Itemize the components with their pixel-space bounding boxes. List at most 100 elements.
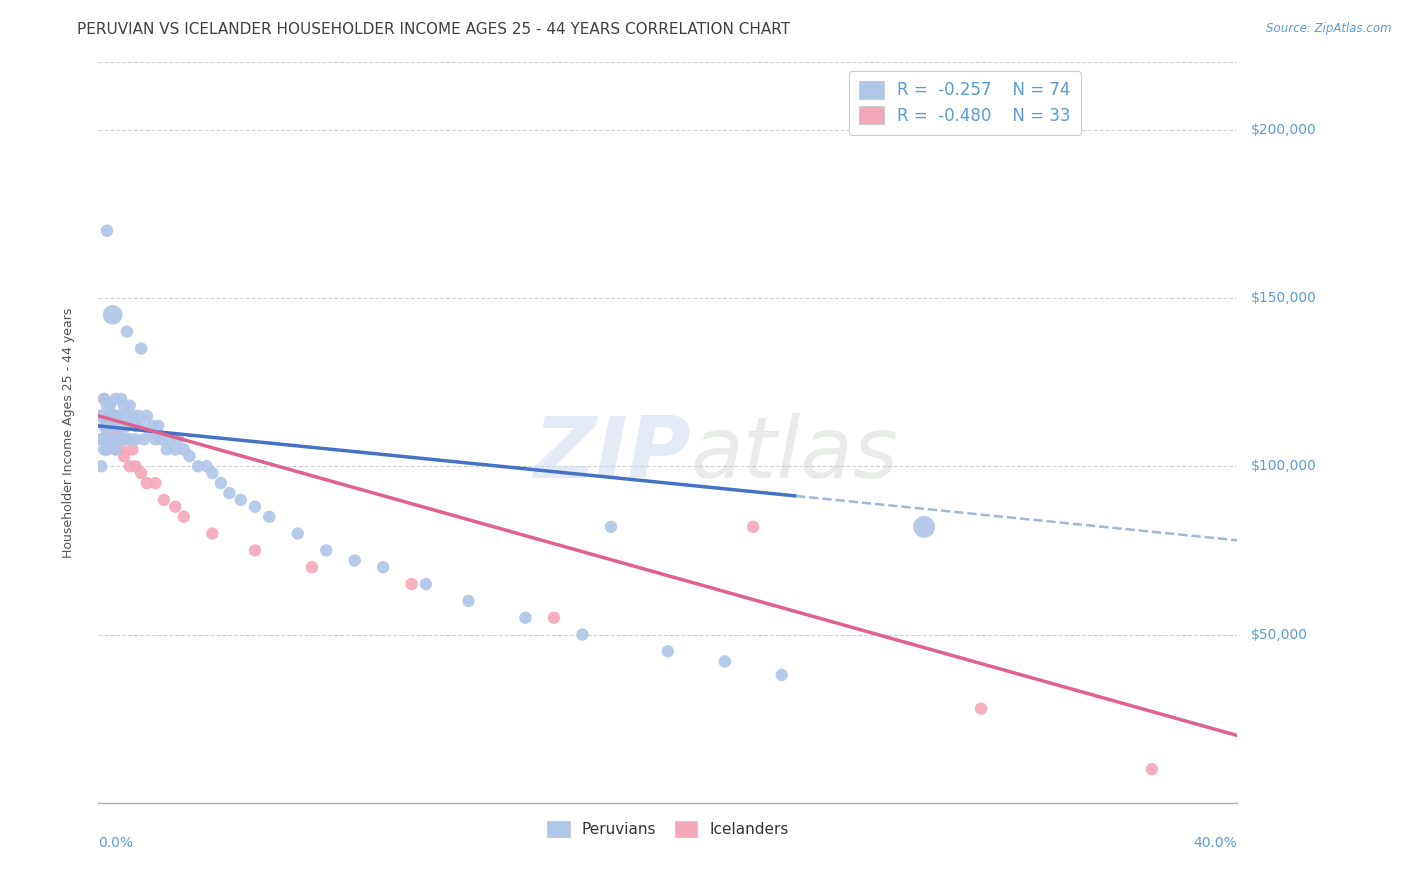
Point	[165, 500, 187, 514]
Point	[127, 409, 149, 423]
Point	[121, 409, 143, 423]
Point	[112, 399, 135, 413]
Point	[209, 476, 232, 491]
Point	[90, 433, 112, 447]
Point	[118, 399, 141, 413]
Text: $50,000: $50,000	[1251, 628, 1308, 641]
Point	[132, 433, 155, 447]
Point	[101, 433, 124, 447]
Point	[101, 418, 124, 433]
Point	[173, 442, 195, 457]
Point	[110, 425, 132, 440]
Point	[173, 509, 195, 524]
Point	[115, 433, 138, 447]
Text: 40.0%: 40.0%	[1194, 836, 1237, 850]
Point	[107, 409, 129, 423]
Point	[112, 449, 135, 463]
Point	[259, 509, 281, 524]
Point	[135, 476, 157, 491]
Point	[93, 418, 115, 433]
Point	[121, 442, 143, 457]
Point	[101, 418, 124, 433]
Point	[301, 560, 323, 574]
Text: $200,000: $200,000	[1251, 123, 1317, 136]
Point	[96, 224, 118, 238]
Point	[218, 486, 240, 500]
Point	[90, 409, 112, 423]
Point	[101, 409, 124, 423]
Point	[101, 433, 124, 447]
Point	[107, 418, 129, 433]
Point	[167, 433, 190, 447]
Point	[165, 442, 187, 457]
Point	[96, 399, 118, 413]
Point	[159, 433, 181, 447]
Text: ZIP: ZIP	[533, 413, 690, 496]
Point	[96, 442, 118, 457]
Point	[135, 409, 157, 423]
Point	[912, 520, 935, 534]
Point	[115, 409, 138, 423]
Point	[124, 459, 146, 474]
Point	[110, 442, 132, 457]
Text: $100,000: $100,000	[1251, 459, 1317, 474]
Point	[93, 433, 115, 447]
Point	[98, 418, 121, 433]
Point	[129, 342, 152, 356]
Point	[96, 425, 118, 440]
Point	[115, 325, 138, 339]
Point	[98, 399, 121, 413]
Point	[104, 442, 127, 457]
Point	[714, 655, 737, 669]
Point	[93, 442, 115, 457]
Point	[243, 543, 266, 558]
Point	[96, 442, 118, 457]
Point	[96, 418, 118, 433]
Point	[415, 577, 437, 591]
Text: PERUVIAN VS ICELANDER HOUSEHOLDER INCOME AGES 25 - 44 YEARS CORRELATION CHART: PERUVIAN VS ICELANDER HOUSEHOLDER INCOME…	[77, 22, 790, 37]
Point	[457, 594, 479, 608]
Point	[145, 433, 167, 447]
Point	[201, 466, 224, 480]
Point	[101, 308, 124, 322]
Point	[543, 610, 565, 624]
Point	[93, 392, 115, 406]
Text: $150,000: $150,000	[1251, 291, 1317, 305]
Point	[229, 492, 252, 507]
Point	[970, 701, 993, 715]
Point	[373, 560, 395, 574]
Y-axis label: Householder Income Ages 25 - 44 years: Householder Income Ages 25 - 44 years	[62, 308, 75, 558]
Point	[201, 526, 224, 541]
Point	[93, 392, 115, 406]
Point	[98, 433, 121, 447]
Point	[90, 409, 112, 423]
Point	[343, 553, 366, 567]
Point	[104, 425, 127, 440]
Point	[657, 644, 679, 658]
Point	[770, 668, 793, 682]
Point	[153, 492, 176, 507]
Point	[742, 520, 765, 534]
Point	[110, 392, 132, 406]
Point	[195, 459, 218, 474]
Point	[98, 409, 121, 423]
Point	[515, 610, 537, 624]
Point	[96, 409, 118, 423]
Point	[138, 425, 160, 440]
Point	[129, 418, 152, 433]
Point	[129, 466, 152, 480]
Point	[118, 433, 141, 447]
Point	[287, 526, 309, 541]
Point	[90, 433, 112, 447]
Point	[315, 543, 337, 558]
Point	[104, 409, 127, 423]
Point	[156, 442, 179, 457]
Point	[107, 433, 129, 447]
Point	[104, 442, 127, 457]
Point	[179, 449, 201, 463]
Point	[98, 425, 121, 440]
Point	[150, 433, 173, 447]
Point	[243, 500, 266, 514]
Point	[187, 459, 209, 474]
Text: Source: ZipAtlas.com: Source: ZipAtlas.com	[1267, 22, 1392, 36]
